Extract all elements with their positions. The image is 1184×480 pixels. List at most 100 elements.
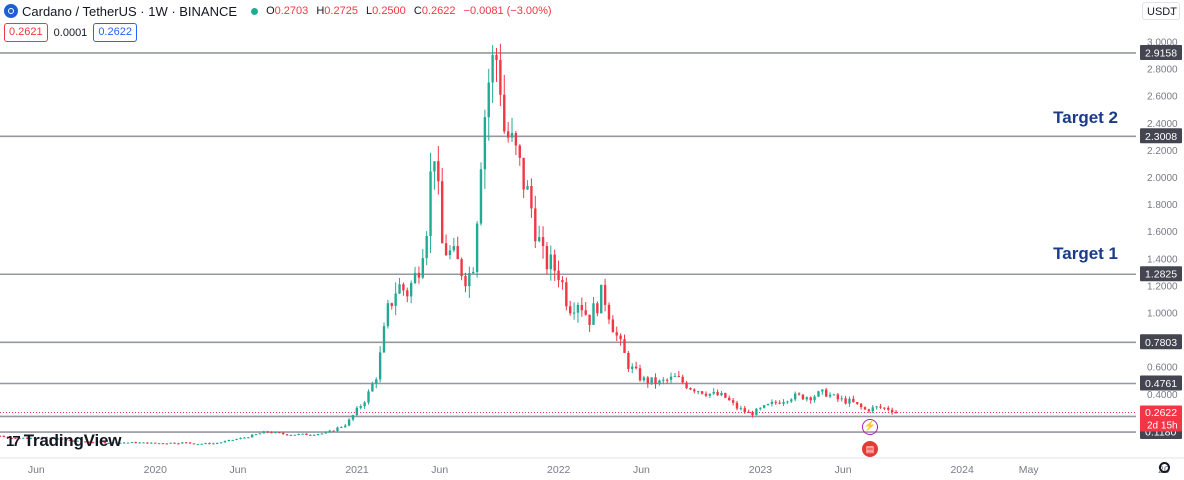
candle-body [669,376,673,380]
candle-body [712,391,715,394]
candle-body [464,276,467,287]
candle-body [18,438,21,440]
candle-body [301,433,304,435]
candle-body [786,401,789,403]
candle-body [332,430,335,432]
candle-body [619,335,622,340]
lightning-event-icon[interactable]: ⚡ [862,419,878,435]
candle-body [119,442,122,444]
candle-body [642,377,646,381]
x-tick-label: 2024 [950,464,974,476]
candle-body [506,131,510,138]
candle-body [522,157,525,190]
candle-body [355,407,359,416]
x-tick-label: Jun [230,464,247,476]
currency-label: USDT [1147,6,1177,18]
candle-body [173,442,176,444]
currency-selector[interactable]: USDT ⌄ [1142,2,1180,20]
candle-body [817,391,820,397]
candle-body [793,393,797,400]
candle-body [646,377,649,384]
candle-body [10,437,13,439]
level-label: 0.7803 [1145,337,1177,349]
x-tick-label: 2020 [144,464,168,476]
candle-body [37,437,40,439]
candle-body [650,377,653,384]
candle-body [537,237,541,242]
candle-body [654,377,657,385]
y-tick-label: 0.4000 [1147,390,1178,401]
candle-body [747,411,750,413]
candle-body [735,402,739,409]
candle-body [161,443,165,445]
candle-body [828,394,832,397]
x-tick-label: 2023 [749,464,773,476]
candle-body [138,442,141,444]
candle-body [475,223,479,272]
candle-body [196,444,200,446]
candle-body [363,402,366,407]
candle-body [689,388,692,390]
y-tick-label: 2.8000 [1147,65,1178,76]
tradingview-logo[interactable]: 17 TradingView [6,431,122,451]
bid-price[interactable]: 0.2621 [4,23,48,42]
ohlc-readout: O0.2703 H0.2725 L0.2500 C0.2622 −0.0081 … [266,5,552,17]
candle-body [871,407,874,412]
level-label: 2.9158 [1145,47,1177,59]
candle-body [479,169,483,224]
candle-body [766,403,770,406]
us-flag-event-icon[interactable]: ▤ [862,441,878,457]
candle-body [627,352,630,369]
candle-body [305,433,308,435]
candle-body [848,398,851,404]
cardano-logo-icon [4,4,18,18]
x-tick-label: Jun [835,464,852,476]
candle-body [340,426,343,428]
y-tick-label: 2.4000 [1147,119,1178,130]
candle-body [235,438,238,440]
candle-body [250,434,254,438]
candle-body [247,437,250,439]
candle-body [503,94,506,132]
candle-body [495,54,498,60]
candle-body [223,441,227,443]
level-label-bg [1140,44,1182,60]
gear-icon[interactable] [1159,462,1170,473]
candle-body [33,437,37,439]
candle-body [708,393,712,396]
candle-body [351,415,355,420]
x-tick-label: Jun [633,464,650,476]
candle-body [49,437,52,439]
candle-body [359,406,362,408]
candle-body [700,391,704,394]
candle-body [530,186,533,209]
y-tick-label: 2.0000 [1147,173,1178,184]
y-tick-label: 2.6000 [1147,92,1178,103]
time-axis: Jun 2020 Jun 2021 Jun 2022 Jun 2023 Jun 2024 May 20 [28,464,1170,476]
candle-body [743,408,746,412]
candle-body [840,398,843,400]
symbol-title[interactable]: Cardano / TetherUS · 1W · BINANCE [22,3,238,19]
bar-countdown-label: 2d 15h [1147,420,1178,431]
candle-body [541,237,545,247]
candle-body [278,432,281,434]
horizontal-levels [0,52,1136,433]
x-tick-label: May [1019,464,1040,476]
x-tick-label: Jun [431,464,448,476]
candle-body [336,427,339,431]
y-tick-label: 1.0000 [1147,309,1178,320]
candle-body [456,246,459,260]
candle-body [204,443,207,445]
candle-body [417,272,421,278]
candle-body [452,246,456,251]
candle-body [344,425,347,427]
market-status-dot-icon [251,7,259,15]
candle-body [413,272,417,284]
candle-body [95,441,99,443]
candle-body [297,433,300,435]
candle-body [231,439,234,441]
candle-body [285,434,289,436]
candle-body [0,435,2,437]
ask-price[interactable]: 0.2622 [93,23,137,42]
